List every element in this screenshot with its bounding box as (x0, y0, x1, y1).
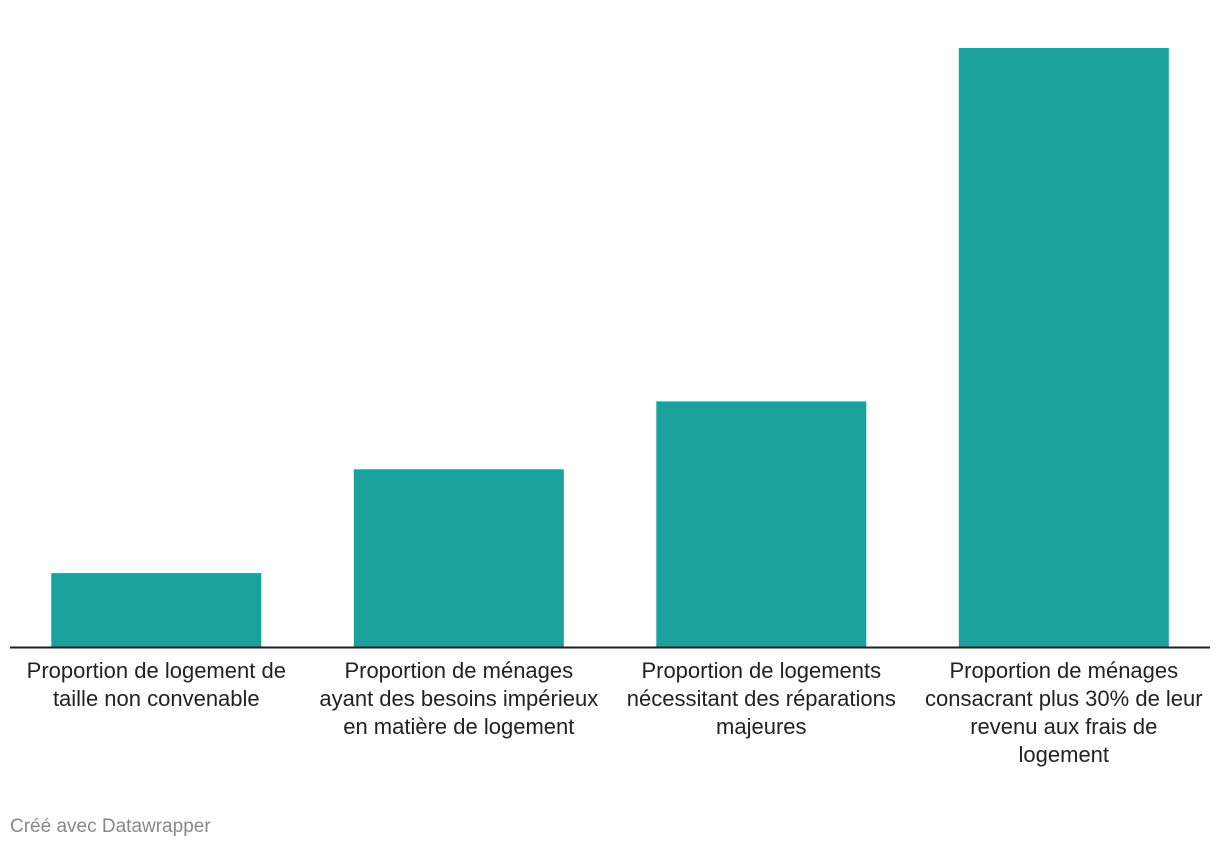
bar-chart (10, 48, 1210, 649)
bar-1 (51, 573, 262, 647)
bars-group (51, 48, 1169, 647)
datawrapper-credit: Créé avec Datawrapper (10, 816, 211, 837)
bar-3 (656, 401, 867, 647)
category-label-3: Proportion de logements nécessitant des … (626, 658, 896, 739)
category-label-4: Proportion de ménages consacrant plus 30… (924, 658, 1203, 767)
category-label-1: Proportion de logement de taille non con… (26, 658, 286, 711)
category-label-2: Proportion de ménages ayant des besoins … (319, 658, 599, 739)
bar-4 (958, 48, 1169, 647)
bar-2 (353, 469, 564, 647)
